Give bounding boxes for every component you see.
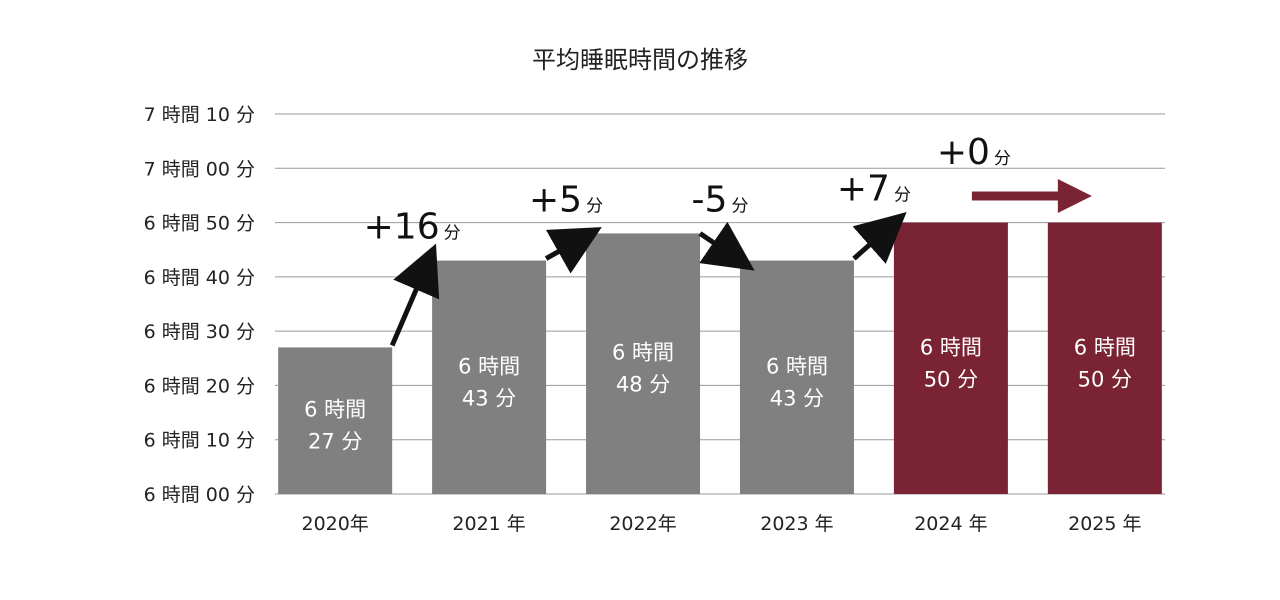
change-arrow	[544, 227, 602, 274]
change-label: +0 分	[937, 132, 1011, 173]
bar	[893, 222, 1008, 495]
y-tick-label: 6 時間 10 分	[144, 430, 255, 452]
change-arrowhead	[1057, 179, 1092, 213]
change-value: -5	[692, 179, 728, 220]
change-value: +7	[837, 169, 890, 210]
x-tick-label: 2024 年	[914, 513, 987, 535]
y-axis-ticks: 7 時間 10 分 7 時間 00 分 6 時間 50 分 6 時間 40 分 6 時間…	[144, 104, 255, 506]
change-value: +0	[937, 132, 990, 173]
change-label: +5 分	[529, 179, 603, 220]
x-tick-label: 2025 年	[1068, 513, 1141, 535]
change-label: -5 分	[692, 179, 749, 220]
chart-title: 平均睡眠時間の推移	[532, 46, 748, 74]
change-arrow	[389, 243, 440, 347]
bar-label-minutes: 27 分	[308, 430, 362, 454]
y-tick-label: 6 時間 20 分	[144, 375, 255, 397]
change-unit: 分	[894, 186, 911, 206]
change-unit: 分	[731, 196, 748, 216]
bar	[432, 260, 547, 494]
bar-label-minutes: 48 分	[616, 373, 670, 397]
change-unit: 分	[444, 224, 461, 244]
x-axis-ticks: 2020年 2021 年 2022年 2023 年 2024 年 2025 年	[301, 513, 1141, 535]
x-tick-label: 2023 年	[760, 513, 833, 535]
change-value: +16	[364, 207, 440, 248]
bar	[586, 233, 701, 494]
y-tick-label: 6 時間 30 分	[144, 321, 255, 343]
bar-label-hours: 6 時間	[612, 341, 674, 365]
bar	[739, 260, 854, 494]
change-label: +16 分	[364, 207, 461, 248]
change-unit: 分	[994, 149, 1011, 169]
bar-label-hours: 6 時間	[304, 398, 366, 422]
bar-label-minutes: 43 分	[770, 386, 824, 410]
change-label: +7 分	[837, 169, 911, 210]
change-arrow	[852, 212, 907, 264]
y-tick-label: 6 時間 50 分	[144, 213, 255, 235]
change-arrow	[698, 221, 755, 271]
change-unit: 分	[586, 196, 603, 216]
x-tick-label: 2021 年	[452, 513, 525, 535]
y-tick-label: 6 時間 40 分	[144, 267, 255, 289]
bars: 6 時間 27 分 6 時間 43 分 6 時間 48 分 6 時間 43 分 6 時間 50 分…	[278, 222, 1162, 495]
bar-label-minutes: 50 分	[924, 367, 978, 391]
x-tick-label: 2022年	[609, 513, 676, 535]
bar-label-hours: 6 時間	[458, 354, 520, 378]
y-tick-label: 6 時間 00 分	[144, 484, 255, 506]
y-tick-label: 7 時間 00 分	[144, 158, 255, 180]
x-tick-label: 2020年	[301, 513, 368, 535]
change-annotations: +16 分+5 分 -5 分 +7 分+0 分	[364, 132, 1092, 347]
bar-label-hours: 6 時間	[1074, 335, 1136, 359]
bar-label-hours: 6 時間	[766, 354, 828, 378]
bar-label-minutes: 50 分	[1078, 367, 1132, 391]
bar-label-hours: 6 時間	[920, 335, 982, 359]
bar	[278, 347, 393, 494]
change-value: +5	[529, 179, 582, 220]
bar	[1047, 222, 1162, 495]
bar-label-minutes: 43 分	[462, 386, 516, 410]
y-tick-label: 7 時間 10 分	[144, 104, 255, 126]
